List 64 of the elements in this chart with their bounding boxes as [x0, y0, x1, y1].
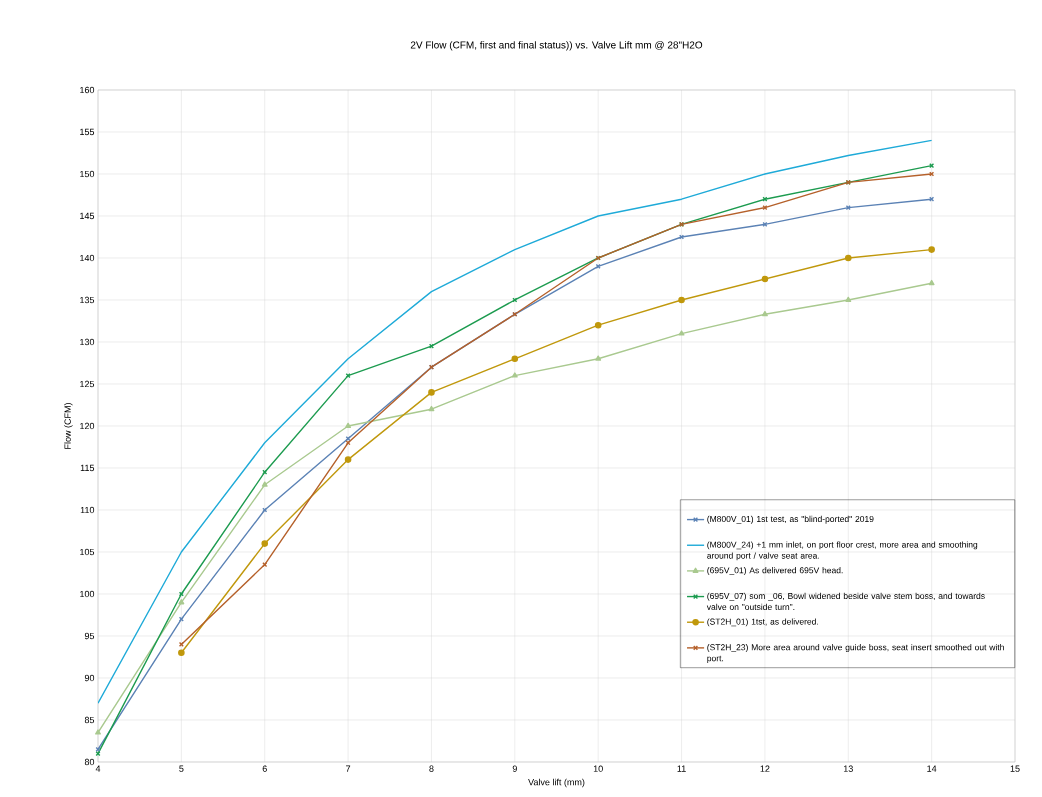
y-tick-label: 135 — [80, 296, 95, 304]
point — [761, 310, 768, 317]
point — [261, 540, 269, 547]
x-tick-label: 13 — [843, 765, 853, 772]
point — [845, 296, 852, 302]
legend-label: (ST2H_23) More area around valve guide boss, seat insert smoothed out with port. — [707, 644, 1004, 663]
legend-label: (M800V_01) 1st test, as "blind-ported" 2019 — [707, 515, 874, 524]
x-tick-label: 4 — [95, 765, 101, 772]
x-tick-label: 11 — [677, 765, 686, 772]
x-axis-title: Valve lift (mm) — [528, 778, 585, 788]
x-tick-label: 8 — [429, 765, 434, 772]
point — [345, 373, 351, 379]
legend-label: (ST2H_01) 1tst, as delivered. — [707, 618, 818, 627]
x-tick-label: 15 — [1010, 765, 1020, 772]
point — [345, 422, 352, 428]
x-tick-label: 9 — [512, 765, 517, 772]
y-tick-label: 160 — [80, 86, 95, 94]
y-tick-label: 80 — [84, 758, 95, 766]
y-tick-label: 100 — [80, 590, 95, 598]
y-tick-label: 90 — [84, 674, 95, 682]
point — [679, 234, 685, 240]
chart-title: 2V Flow (CFM, first and final status)) vs. Valve Lift mm @ 28"H2O — [410, 41, 703, 51]
x-tick-label: 14 — [927, 765, 937, 772]
point — [928, 279, 935, 286]
y-tick-label: 150 — [80, 170, 95, 178]
point — [678, 296, 685, 304]
point — [511, 372, 518, 378]
point — [345, 436, 351, 442]
point — [762, 205, 768, 211]
y-tick-label: 120 — [80, 422, 95, 430]
y-tick-label: 125 — [80, 380, 95, 388]
point — [844, 254, 852, 262]
point — [261, 481, 268, 487]
y-tick-label: 145 — [80, 212, 95, 220]
point — [428, 389, 435, 396]
y-tick-label: 130 — [80, 338, 95, 346]
x-tick-label: 10 — [593, 765, 603, 772]
point — [428, 405, 435, 412]
y-tick-label: 115 — [80, 464, 95, 472]
point — [344, 456, 352, 463]
x-tick-label: 12 — [760, 765, 770, 772]
x-tick-label: 7 — [346, 765, 351, 772]
point — [761, 275, 769, 283]
point — [594, 321, 602, 329]
legend-label: (M800V_24) +1 mm inlet, on port floor crest, more area and smoothing around port / valve seat area. — [707, 541, 978, 561]
legend-label: (695V_01) As delivered 695V head. — [707, 567, 843, 575]
point — [178, 649, 185, 657]
y-tick-label: 110 — [80, 506, 95, 514]
y-tick-label: 95 — [84, 632, 95, 640]
y-tick-label: 105 — [80, 548, 95, 556]
legend-label: (695V_07) som _06, Bowl widened beside valve stem boss, and towards valve on "outside turn". — [706, 592, 985, 610]
y-tick-label: 85 — [84, 716, 95, 724]
y-tick-label: 155 — [80, 128, 95, 136]
point — [595, 355, 602, 361]
point — [928, 246, 935, 253]
point — [178, 591, 184, 597]
x-tick-label: 5 — [179, 765, 184, 772]
x-tick-label: 6 — [262, 765, 267, 772]
point — [95, 729, 101, 735]
y-axis-title: Flow (CFM) — [64, 403, 73, 449]
point — [511, 355, 519, 363]
y-tick-label: 140 — [80, 254, 95, 262]
point — [678, 330, 685, 336]
point — [178, 599, 185, 605]
